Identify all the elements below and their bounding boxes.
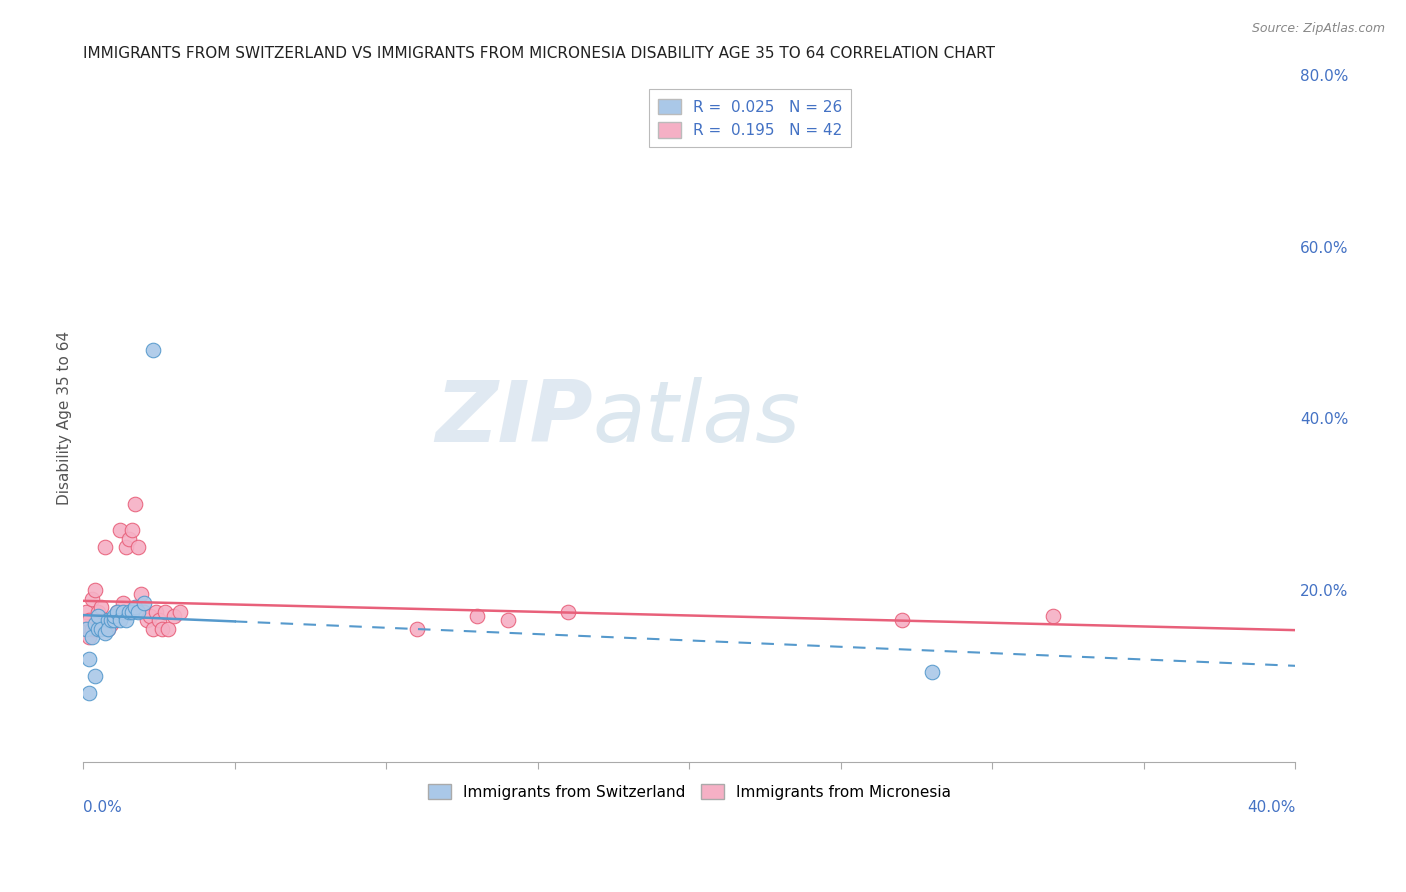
Point xyxy=(405,622,427,636)
Point xyxy=(118,605,141,619)
Point xyxy=(90,622,112,636)
Legend: R =  0.025   N = 26, R =  0.195   N = 42: R = 0.025 N = 26, R = 0.195 N = 42 xyxy=(648,89,852,147)
Point xyxy=(111,605,134,619)
Point xyxy=(890,613,912,627)
Point xyxy=(82,591,104,606)
Point xyxy=(114,613,136,627)
Y-axis label: Disability Age 35 to 64: Disability Age 35 to 64 xyxy=(58,331,72,506)
Point xyxy=(75,622,97,636)
Point xyxy=(129,587,152,601)
Point xyxy=(93,613,115,627)
Point xyxy=(136,613,159,627)
Point xyxy=(79,630,101,644)
Text: IMMIGRANTS FROM SWITZERLAND VS IMMIGRANTS FROM MICRONESIA DISABILITY AGE 35 TO 6: IMMIGRANTS FROM SWITZERLAND VS IMMIGRANT… xyxy=(83,46,995,62)
Point xyxy=(84,617,107,632)
Point xyxy=(87,605,110,619)
Point xyxy=(75,605,97,619)
Point xyxy=(84,622,107,636)
Point xyxy=(132,605,155,619)
Point xyxy=(142,622,165,636)
Point xyxy=(124,600,146,615)
Point xyxy=(921,665,943,679)
Point xyxy=(100,613,122,627)
Point xyxy=(127,605,149,619)
Point xyxy=(121,523,143,537)
Point xyxy=(108,523,131,537)
Point xyxy=(87,622,110,636)
Point xyxy=(79,613,101,627)
Point xyxy=(121,605,143,619)
Text: ZIP: ZIP xyxy=(434,376,592,460)
Point xyxy=(169,605,191,619)
Point xyxy=(79,686,101,700)
Point xyxy=(87,622,110,636)
Point xyxy=(111,596,134,610)
Point xyxy=(87,608,110,623)
Point xyxy=(139,608,162,623)
Point xyxy=(118,532,141,546)
Point xyxy=(96,622,118,636)
Point xyxy=(75,622,97,636)
Point xyxy=(82,622,104,636)
Point xyxy=(1042,608,1064,623)
Point xyxy=(103,613,125,627)
Point xyxy=(496,613,519,627)
Point xyxy=(105,605,128,619)
Point xyxy=(93,540,115,554)
Point xyxy=(90,600,112,615)
Point xyxy=(114,540,136,554)
Point xyxy=(103,608,125,623)
Text: atlas: atlas xyxy=(592,376,800,460)
Point xyxy=(96,622,118,636)
Point xyxy=(124,497,146,511)
Point xyxy=(96,613,118,627)
Point xyxy=(82,630,104,644)
Point xyxy=(84,669,107,683)
Point xyxy=(127,540,149,554)
Point xyxy=(108,613,131,627)
Point xyxy=(100,617,122,632)
Text: 0.0%: 0.0% xyxy=(83,799,122,814)
Point xyxy=(153,605,176,619)
Text: Source: ZipAtlas.com: Source: ZipAtlas.com xyxy=(1251,22,1385,36)
Point xyxy=(145,605,167,619)
Point xyxy=(79,652,101,666)
Point xyxy=(105,605,128,619)
Point xyxy=(465,608,488,623)
Point xyxy=(132,596,155,610)
Point xyxy=(103,613,125,627)
Point xyxy=(150,622,173,636)
Point xyxy=(163,608,186,623)
Point xyxy=(142,343,165,357)
Text: 40.0%: 40.0% xyxy=(1247,799,1295,814)
Point xyxy=(148,613,170,627)
Point xyxy=(93,626,115,640)
Point xyxy=(84,583,107,598)
Point xyxy=(157,622,180,636)
Point xyxy=(557,605,579,619)
